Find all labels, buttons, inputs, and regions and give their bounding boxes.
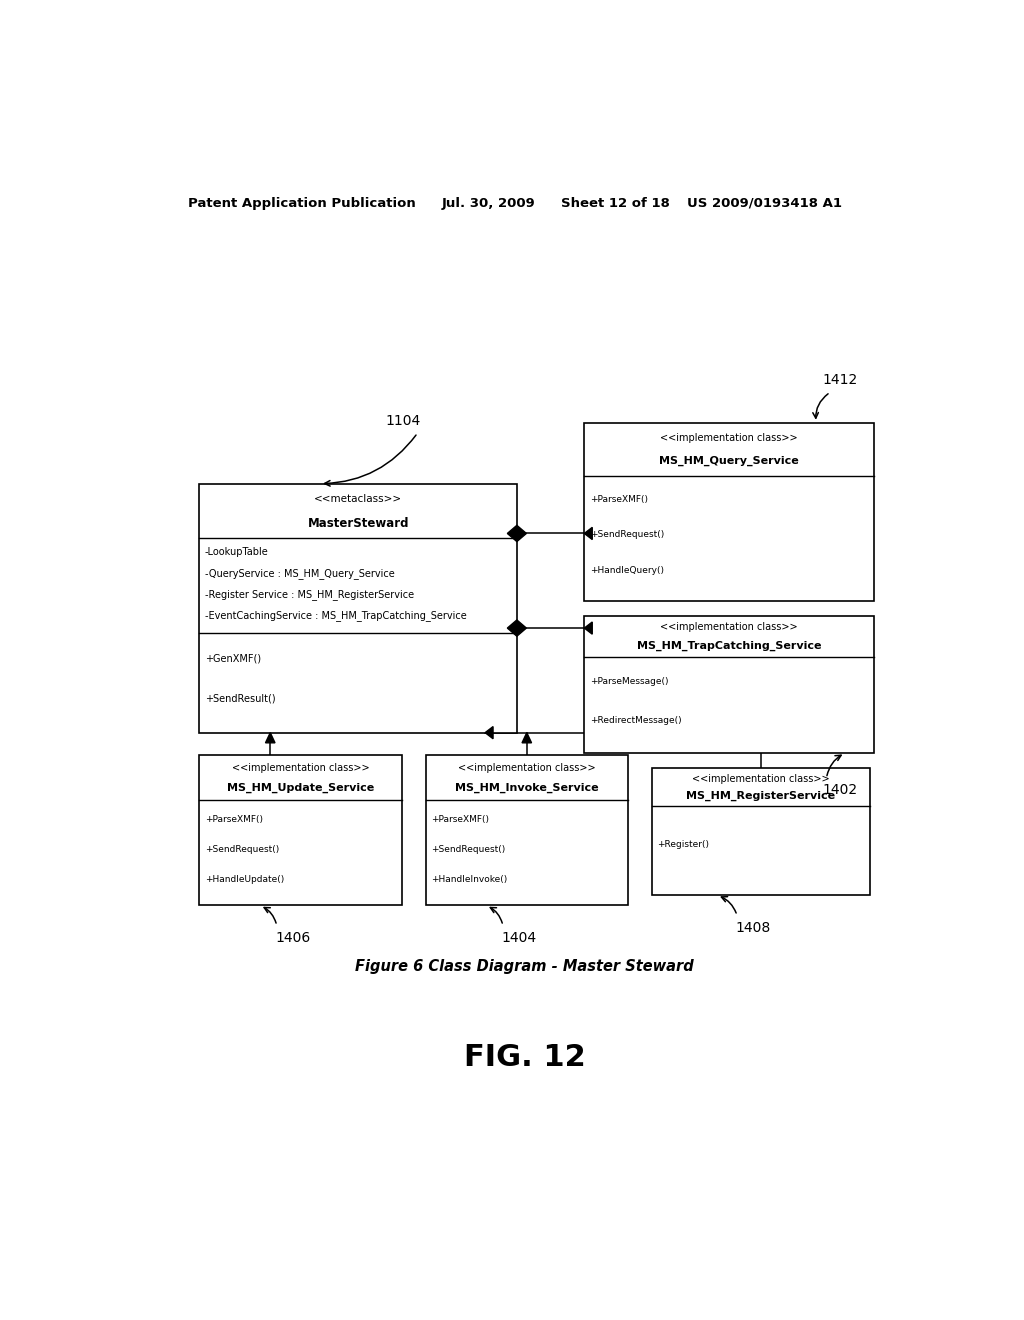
- Text: -LookupTable: -LookupTable: [205, 546, 268, 557]
- Bar: [200, 483, 517, 733]
- Text: MS_HM_Update_Service: MS_HM_Update_Service: [227, 783, 374, 792]
- Polygon shape: [507, 525, 526, 541]
- Text: Patent Application Publication: Patent Application Publication: [187, 197, 416, 210]
- Bar: [585, 615, 873, 752]
- Text: +SendRequest(): +SendRequest(): [205, 845, 280, 854]
- Text: +ParseXMF(): +ParseXMF(): [205, 816, 263, 824]
- Text: 1404: 1404: [502, 931, 537, 945]
- Text: <<implementation class>>: <<implementation class>>: [660, 622, 798, 632]
- Polygon shape: [585, 622, 592, 634]
- Text: +ParseMessage(): +ParseMessage(): [590, 677, 669, 686]
- Text: 1104: 1104: [386, 413, 421, 428]
- Text: -EventCachingService : MS_HM_TrapCatching_Service: -EventCachingService : MS_HM_TrapCatchin…: [205, 610, 467, 620]
- Text: Figure 6 Class Diagram - Master Steward: Figure 6 Class Diagram - Master Steward: [355, 958, 694, 974]
- Text: +SendRequest(): +SendRequest(): [431, 845, 506, 854]
- Polygon shape: [507, 620, 526, 636]
- Text: <<implementation class>>: <<implementation class>>: [692, 774, 829, 784]
- Text: +HandleQuery(): +HandleQuery(): [590, 566, 664, 574]
- Text: +GenXMF(): +GenXMF(): [205, 653, 261, 664]
- Text: MS_HM_TrapCatching_Service: MS_HM_TrapCatching_Service: [637, 640, 821, 651]
- Text: MasterSteward: MasterSteward: [307, 516, 409, 529]
- Text: 1408: 1408: [735, 921, 771, 935]
- Text: 1402: 1402: [822, 784, 857, 797]
- Polygon shape: [522, 733, 531, 743]
- Text: Sheet 12 of 18: Sheet 12 of 18: [560, 197, 670, 210]
- Text: <<metaclass>>: <<metaclass>>: [314, 494, 402, 504]
- Text: +Register(): +Register(): [657, 841, 710, 849]
- Text: Jul. 30, 2009: Jul. 30, 2009: [441, 197, 536, 210]
- Text: +ParseXMF(): +ParseXMF(): [590, 495, 648, 504]
- Bar: [200, 755, 401, 906]
- Text: <<implementation class>>: <<implementation class>>: [458, 763, 596, 772]
- Text: 1406: 1406: [275, 931, 310, 945]
- Polygon shape: [585, 528, 592, 540]
- Polygon shape: [485, 726, 494, 739]
- Bar: [585, 422, 873, 601]
- Bar: [652, 768, 870, 895]
- Text: MS_HM_RegisterService: MS_HM_RegisterService: [686, 791, 836, 801]
- Text: +HandleInvoke(): +HandleInvoke(): [431, 875, 508, 884]
- Text: <<implementation class>>: <<implementation class>>: [660, 433, 798, 442]
- Text: <<implementation class>>: <<implementation class>>: [231, 763, 370, 772]
- Text: 1412: 1412: [822, 374, 858, 387]
- Text: +RedirectMessage(): +RedirectMessage(): [590, 715, 682, 725]
- Text: MS_HM_Invoke_Service: MS_HM_Invoke_Service: [455, 783, 599, 792]
- Text: FIG. 12: FIG. 12: [464, 1043, 586, 1072]
- Text: -Register Service : MS_HM_RegisterService: -Register Service : MS_HM_RegisterServic…: [205, 589, 414, 599]
- Polygon shape: [265, 733, 275, 743]
- Bar: [426, 755, 628, 906]
- Text: US 2009/0193418 A1: US 2009/0193418 A1: [687, 197, 843, 210]
- Text: +SendRequest(): +SendRequest(): [590, 531, 665, 540]
- Text: MS_HM_Query_Service: MS_HM_Query_Service: [659, 455, 799, 466]
- Text: +HandleUpdate(): +HandleUpdate(): [205, 875, 285, 884]
- Text: +SendResult(): +SendResult(): [205, 694, 275, 704]
- Text: +ParseXMF(): +ParseXMF(): [431, 816, 489, 824]
- Text: -QueryService : MS_HM_Query_Service: -QueryService : MS_HM_Query_Service: [205, 568, 394, 578]
